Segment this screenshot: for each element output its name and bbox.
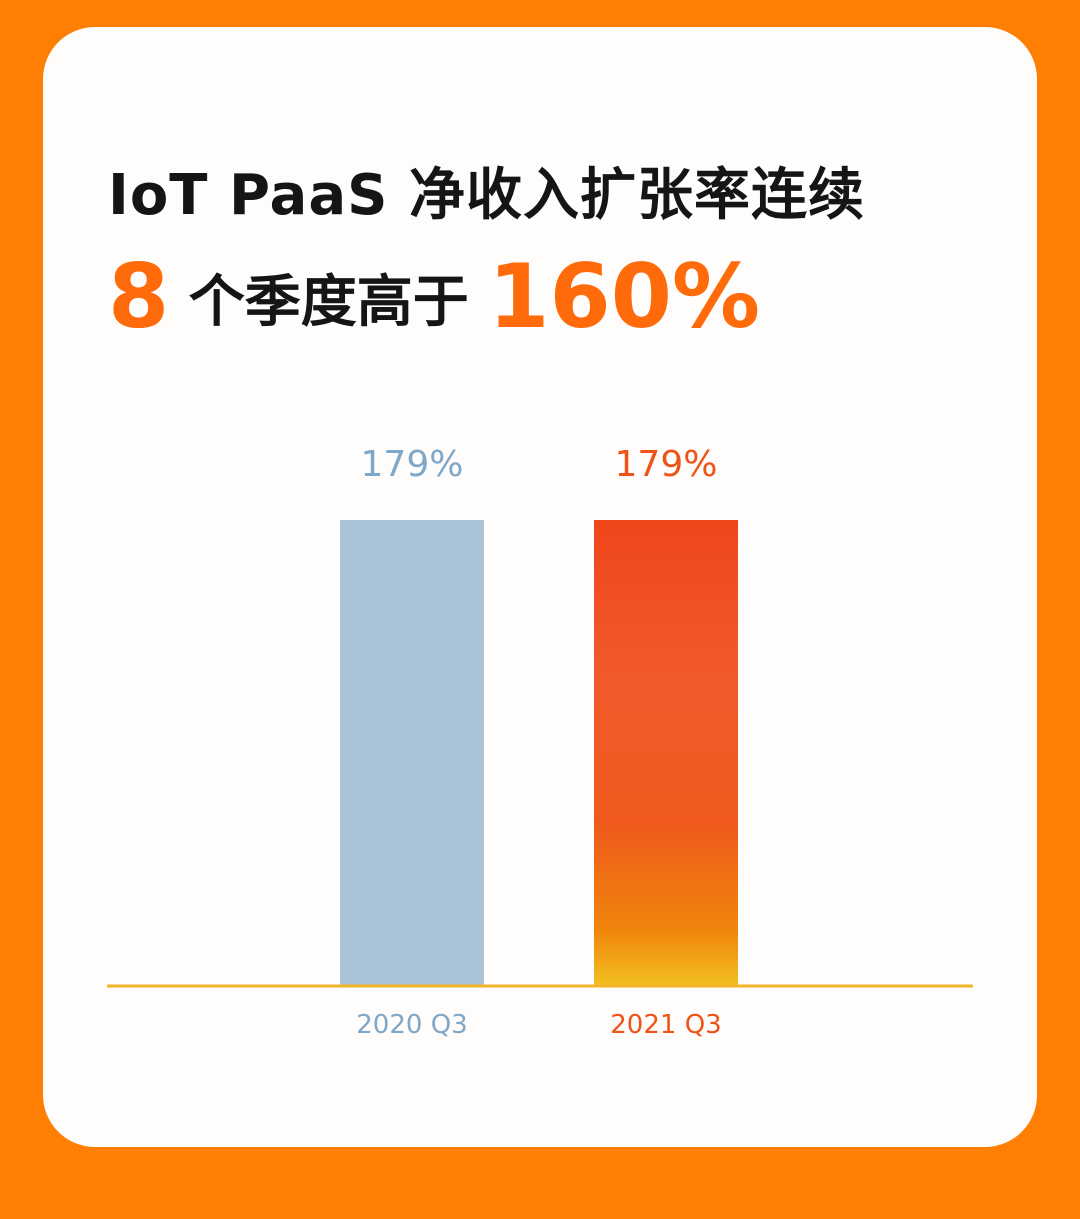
x-tick-label: 2021 Q3: [610, 1010, 721, 1040]
data-label: 179%: [361, 444, 464, 485]
bar-2021-Q3: [594, 520, 738, 986]
title-percent: 160%: [488, 245, 761, 348]
title-text: 个季度高于: [169, 270, 489, 335]
bar-2020-Q3: [340, 520, 484, 986]
title-line1: IoT PaaS 净收入扩张率连续: [108, 163, 865, 228]
title-number: 8: [108, 245, 170, 348]
title-line2: 8 个季度高于 160%: [108, 245, 760, 348]
data-label: 179%: [615, 444, 718, 485]
x-tick-label: 2020 Q3: [356, 1010, 467, 1040]
card: [43, 27, 1037, 1147]
